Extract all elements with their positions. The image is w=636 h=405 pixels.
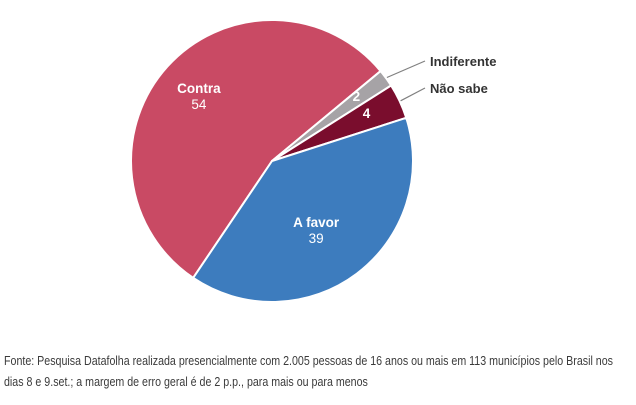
leader-line-não-sabe bbox=[400, 87, 426, 102]
leader-line-indiferente bbox=[386, 60, 426, 79]
source-note-line-1: Fonte: Pesquisa Datafolha realizada pres… bbox=[4, 353, 613, 368]
pie-slice-contra bbox=[130, 19, 382, 279]
source-note-line-2: dias 8 e 9.set.; a margem de erro geral … bbox=[4, 374, 368, 389]
pie-ext-label-nao-sabe: Não sabe bbox=[430, 81, 488, 96]
pie-chart-svg bbox=[130, 19, 426, 303]
source-note: Fonte: Pesquisa Datafolha realizada pres… bbox=[4, 350, 613, 392]
pie-ext-label-indiferente: Indiferente bbox=[430, 54, 497, 69]
pie-slice-a-favor bbox=[192, 116, 414, 303]
